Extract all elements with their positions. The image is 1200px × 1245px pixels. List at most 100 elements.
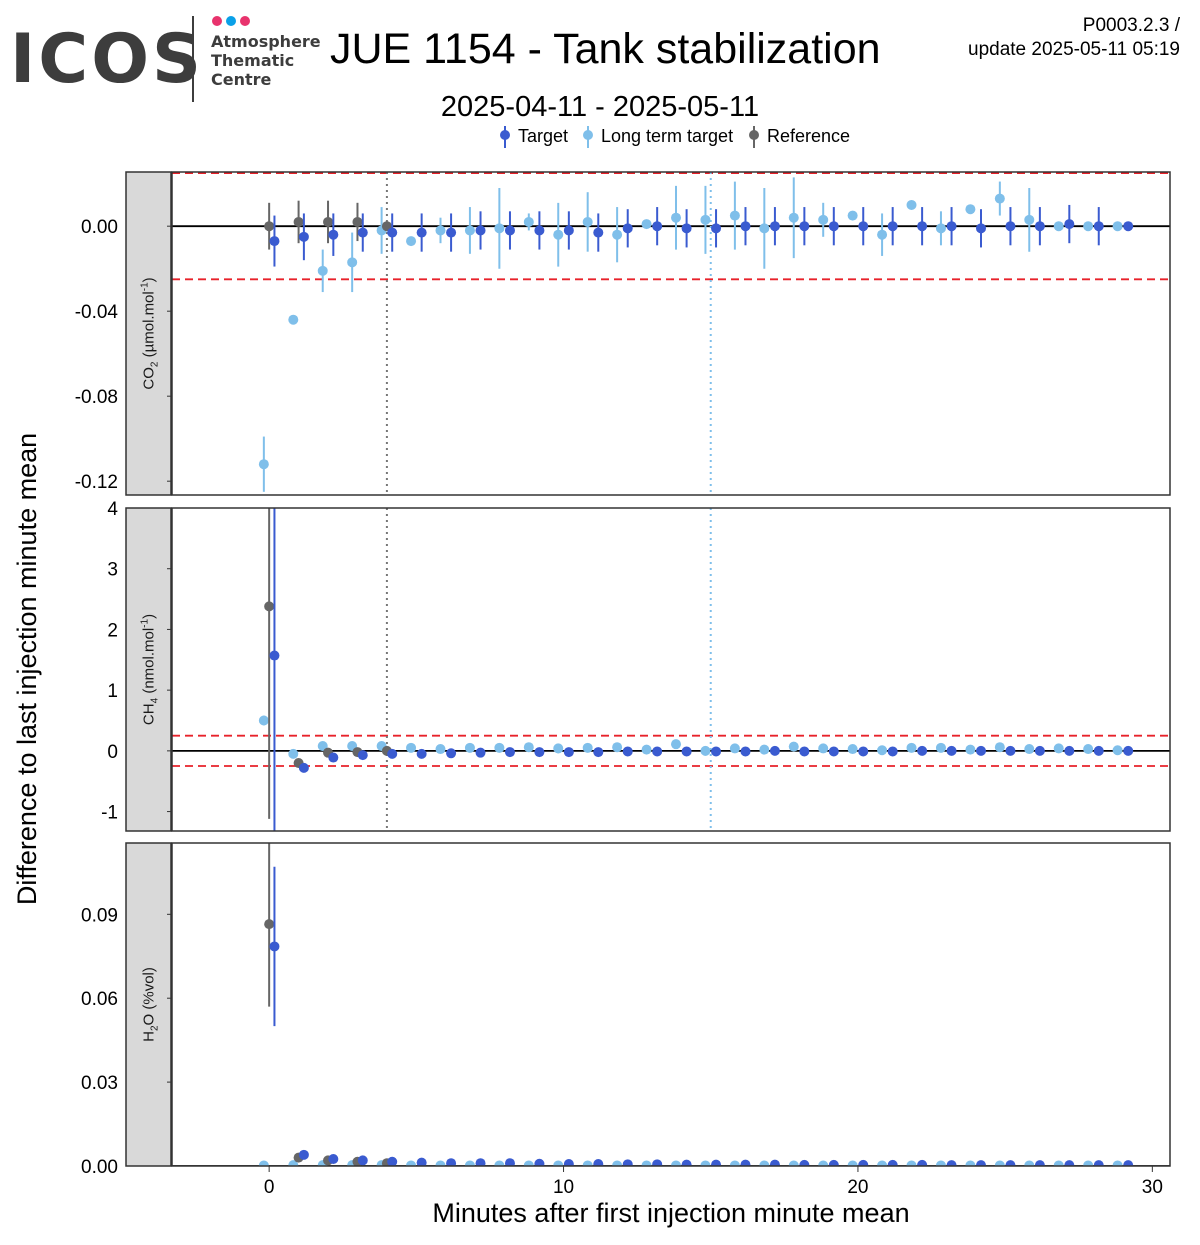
data-point xyxy=(357,1155,368,1166)
legend-label: Reference xyxy=(767,126,850,146)
panel-3: H2O (%vol) 0.09 0.06 0.03 0.00 xyxy=(81,842,1171,1178)
y-tick-label: -0.08 xyxy=(75,387,118,408)
update-timestamp: update 2025-05-11 05:19 xyxy=(968,39,1180,60)
data-point xyxy=(593,227,604,238)
data-point xyxy=(1064,219,1075,230)
x-tick-label: 30 xyxy=(1142,1177,1163,1198)
data-point xyxy=(352,216,363,227)
data-point xyxy=(553,229,564,240)
data-point xyxy=(328,752,339,763)
y-tick-label: 3 xyxy=(107,560,118,581)
legend-key-point xyxy=(583,130,593,140)
data-point xyxy=(357,750,368,761)
data-point xyxy=(435,1160,446,1166)
y-tick-label: -1 xyxy=(101,803,118,824)
data-point xyxy=(877,745,888,756)
data-point xyxy=(828,1159,839,1166)
data-point xyxy=(965,1160,976,1166)
data-point xyxy=(729,1160,740,1166)
data-point xyxy=(906,199,917,210)
data-point xyxy=(1093,745,1104,756)
data-point xyxy=(328,1154,339,1165)
data-point xyxy=(788,212,799,223)
data-point xyxy=(446,227,457,238)
data-point xyxy=(671,739,682,750)
data-point xyxy=(641,744,652,755)
panel-strip-label: H2O (%vol) xyxy=(141,967,161,1042)
data-point xyxy=(269,236,280,247)
data-point xyxy=(1112,1160,1123,1166)
data-point xyxy=(681,223,692,234)
data-point xyxy=(818,1160,829,1166)
data-point xyxy=(1034,221,1045,232)
y-tick-label: -0.04 xyxy=(75,302,119,323)
data-point xyxy=(1123,1160,1134,1166)
data-point xyxy=(1083,1160,1094,1166)
data-point xyxy=(700,1160,711,1166)
data-point xyxy=(612,1160,623,1166)
data-point xyxy=(446,748,457,759)
data-point xyxy=(264,601,275,612)
data-point xyxy=(759,744,770,755)
data-point xyxy=(435,744,446,755)
data-point xyxy=(1064,1160,1075,1166)
data-point xyxy=(946,1160,957,1166)
data-point xyxy=(563,225,574,236)
data-point xyxy=(917,745,928,756)
panel-plot-area xyxy=(172,843,1170,1166)
logo-subtitle-line1: Atmosphere xyxy=(211,32,321,51)
data-point xyxy=(563,747,574,758)
y-axis-label: Difference to last injection minute mean xyxy=(12,433,42,905)
data-point xyxy=(994,193,1005,204)
x-axis-label: Minutes after first injection minute mea… xyxy=(432,1198,909,1228)
data-point xyxy=(264,919,275,930)
data-point xyxy=(818,214,829,225)
data-point xyxy=(504,1158,515,1166)
data-point xyxy=(298,762,309,773)
data-point xyxy=(464,1160,475,1166)
data-point xyxy=(264,221,275,232)
data-point xyxy=(740,746,751,757)
panel-strip xyxy=(125,842,172,1167)
y-tick-label: 0.00 xyxy=(81,1157,118,1178)
data-point xyxy=(799,221,810,232)
data-point xyxy=(593,747,604,758)
data-point xyxy=(847,210,858,221)
data-point xyxy=(975,745,986,756)
data-point xyxy=(711,746,722,757)
chart-title: JUE 1154 - Tank stabilization xyxy=(330,25,881,73)
data-point xyxy=(494,1160,505,1166)
data-point xyxy=(711,223,722,234)
legend-label: Target xyxy=(518,126,568,146)
y-tick-label: 2 xyxy=(107,620,118,641)
y-tick-label: 4 xyxy=(107,499,118,520)
data-point xyxy=(887,746,898,757)
data-point xyxy=(612,742,623,753)
panel-border xyxy=(171,842,1171,1167)
data-point xyxy=(858,1159,869,1166)
data-point xyxy=(769,1159,780,1166)
data-point xyxy=(671,1160,682,1166)
data-point xyxy=(416,1157,427,1166)
data-point xyxy=(1093,221,1104,232)
panel-1: CO2 (µmol.mol-1) 0.00 -0.04 -0.08 -0.12 xyxy=(75,171,1171,496)
data-point xyxy=(1005,221,1016,232)
data-point xyxy=(1005,745,1016,756)
data-point xyxy=(504,225,515,236)
data-point xyxy=(975,223,986,234)
data-point xyxy=(475,225,486,236)
data-point xyxy=(711,1159,722,1166)
data-point xyxy=(534,225,545,236)
data-point xyxy=(671,212,682,223)
legend-item: Reference xyxy=(749,126,850,148)
data-point xyxy=(323,216,334,227)
logo-subtitle-line2: Thematic xyxy=(211,51,295,70)
data-point xyxy=(740,1159,751,1166)
data-point xyxy=(847,744,858,755)
data-point xyxy=(582,216,593,227)
data-point xyxy=(759,1160,770,1166)
data-point xyxy=(317,265,328,276)
panel-border xyxy=(171,507,1171,832)
data-point xyxy=(887,1159,898,1166)
date-range: 2025-04-11 - 2025-05-11 xyxy=(440,91,760,123)
